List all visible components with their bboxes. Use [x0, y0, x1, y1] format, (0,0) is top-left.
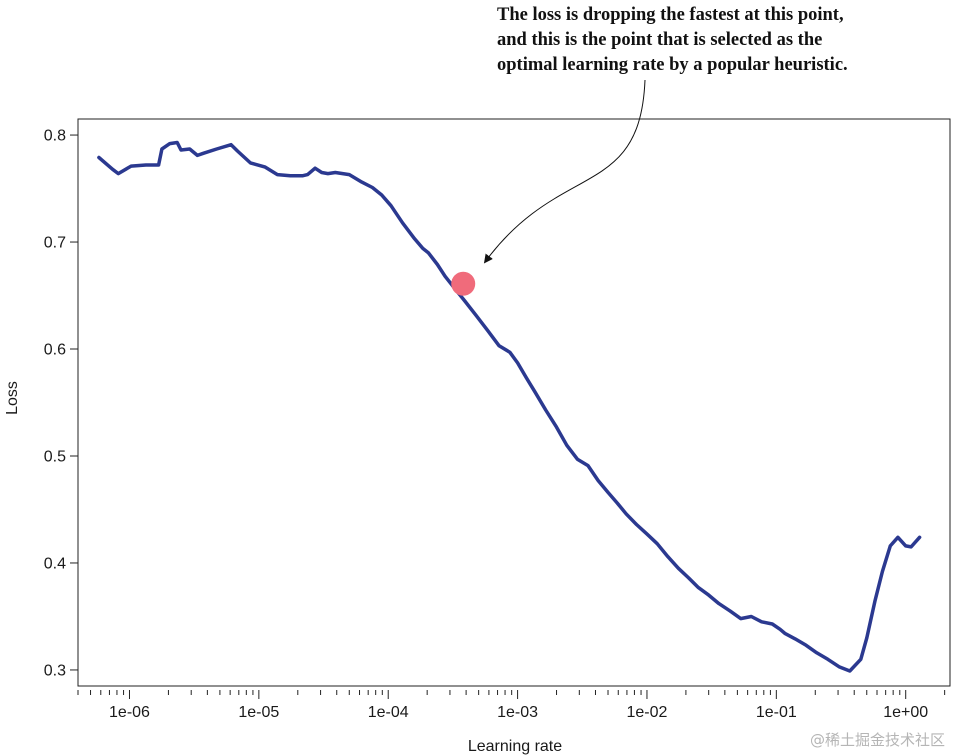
annotation-text: The loss is dropping the fastest at this…	[497, 5, 848, 75]
optimal-point-marker	[451, 271, 476, 296]
y-tick-label: 0.6	[44, 342, 66, 359]
annotation-line-1: The loss is dropping the fastest at this…	[497, 5, 844, 25]
x-tick-label: 1e-06	[109, 704, 150, 721]
x-axis: 1e-06 1e-05 1e-04 1e-03 1e-02 1e-01 1e+00	[77, 690, 946, 721]
y-axis: 0.8 0.7 0.6 0.5 0.4 0.3	[44, 128, 78, 679]
annotation-line-3: optimal learning rate by a popular heuri…	[497, 55, 848, 75]
watermark: @稀土掘金技术社区	[810, 731, 945, 749]
y-tick-label: 0.4	[44, 555, 66, 572]
y-tick-label: 0.8	[44, 128, 66, 145]
plot-frame	[77, 118, 951, 687]
y-tick-label: 0.5	[44, 448, 66, 465]
x-tick-label: 1e-04	[368, 704, 409, 721]
x-tick-label: 1e-05	[238, 704, 279, 721]
y-tick-label: 0.3	[44, 662, 66, 679]
annotation-line-2: and this is the point that is selected a…	[497, 30, 822, 50]
x-axis-title: Learning rate	[468, 738, 562, 755]
x-tick-label: 1e-01	[756, 704, 797, 721]
annotation-arrow	[483, 79, 646, 264]
loss-curve-line	[97, 140, 922, 673]
y-axis-title: Loss	[4, 381, 21, 415]
x-tick-label: 1e-03	[497, 704, 538, 721]
y-tick-label: 0.7	[44, 235, 66, 252]
x-tick-label: 1e+00	[883, 704, 928, 721]
x-tick-label: 1e-02	[627, 704, 668, 721]
